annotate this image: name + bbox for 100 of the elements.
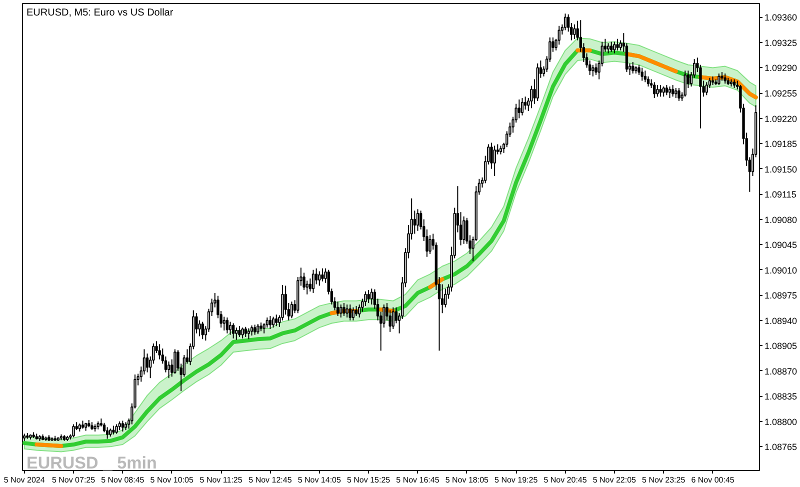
- y-tick-label: 1.09220: [764, 114, 798, 124]
- y-tick-label: 1.09185: [764, 139, 798, 150]
- candlestick: [416, 208, 420, 232]
- candlestick: [653, 82, 656, 99]
- candlestick: [198, 320, 201, 337]
- candlestick: [678, 87, 680, 102]
- candlestick: [671, 84, 674, 98]
- candlestick: [352, 306, 355, 321]
- candlestick: [290, 301, 294, 319]
- candlestick: [354, 305, 358, 317]
- candlestick: [247, 328, 250, 340]
- y-tick-label: 1.09255: [764, 88, 798, 98]
- candlestick: [524, 96, 527, 110]
- candlestick: [462, 216, 466, 244]
- candlestick: [254, 324, 256, 336]
- candlestick: [594, 62, 598, 76]
- candlestick: [659, 84, 662, 98]
- candlestick: [724, 73, 726, 84]
- candlestick: [106, 426, 109, 440]
- y-tick-label: 1.08835: [764, 392, 798, 402]
- candlestick: [592, 64, 594, 77]
- candlestick: [238, 326, 241, 338]
- y-tick-label: 1.08940: [764, 316, 798, 326]
- candlestick: [222, 316, 226, 331]
- x-tick-label: 5 Nov 23:25: [642, 476, 686, 484]
- candlestick: [226, 316, 229, 334]
- candlestick: [268, 316, 272, 330]
- candlestick: [174, 348, 176, 374]
- x-tick-label: 5 Nov 08:45: [101, 476, 145, 484]
- candlestick: [318, 270, 321, 286]
- x-tick-label: 5 Nov 10:05: [150, 476, 194, 484]
- candlestick: [232, 322, 235, 339]
- x-tick-label: 5 Nov 19:25: [494, 476, 538, 484]
- x-tick-label: 5 Nov 16:45: [396, 476, 440, 484]
- candlestick: [632, 61, 634, 74]
- candlestick: [342, 302, 346, 317]
- y-tick-label: 1.09360: [764, 12, 798, 23]
- candlestick: [613, 41, 616, 54]
- y-tick-label: 1.09325: [764, 38, 798, 48]
- candlestick: [275, 314, 278, 327]
- candlestick: [201, 321, 204, 340]
- candlestick: [564, 13, 567, 31]
- y-tick-label: 1.08765: [764, 442, 798, 452]
- x-tick-label: 5 Nov 20:45: [544, 476, 588, 484]
- candlestick: [336, 301, 340, 317]
- candlestick: [115, 424, 118, 434]
- candlestick: [518, 99, 521, 119]
- candlestick: [348, 304, 352, 321]
- candlestick: [314, 268, 318, 285]
- candlestick: [684, 70, 686, 98]
- candlestick: [272, 316, 275, 328]
- y-tick-label: 1.08800: [764, 416, 798, 427]
- candlestick: [158, 344, 161, 360]
- x-tick-label: 5 Nov 22:05: [592, 476, 637, 484]
- x-tick-label: 5 Nov 14:05: [298, 476, 342, 484]
- candlestick: [718, 73, 720, 86]
- x-tick-label: 5 Nov 12:45: [248, 476, 292, 484]
- candlestick: [370, 288, 373, 305]
- candlestick: [413, 210, 416, 234]
- candlestick: [228, 321, 232, 336]
- y-tick-label: 1.09115: [764, 190, 796, 200]
- annotation: EURUSD _ 5min: [26, 454, 157, 472]
- y-tick-label: 1.08905: [764, 341, 798, 352]
- candlestick: [428, 234, 432, 254]
- x-tick-label: 5 Nov 11:25: [200, 476, 243, 484]
- candlestick: [674, 87, 678, 99]
- y-tick-label: 1.09010: [764, 265, 798, 276]
- candlestick: [668, 86, 672, 99]
- candlestick: [610, 41, 613, 52]
- candlestick: [241, 327, 244, 339]
- x-tick-label: 5 Nov 18:05: [445, 476, 490, 484]
- y-tick-label: 1.09045: [764, 240, 798, 250]
- candlestick: [121, 420, 124, 432]
- candlestick: [392, 306, 394, 330]
- y-tick-label: 1.09290: [764, 63, 798, 74]
- x-tick-label: 5 Nov 15:25: [346, 476, 391, 484]
- y-tick-label: 1.08975: [764, 290, 798, 301]
- x-tick-label: 5 Nov 2024: [4, 476, 46, 484]
- candlestick: [662, 86, 665, 98]
- candlestick: [321, 268, 324, 282]
- y-tick-label: 1.08870: [764, 366, 798, 376]
- candlestick: [312, 269, 315, 294]
- candlestick: [640, 67, 644, 82]
- chart-title: EURUSD, M5: Euro vs US Dollar: [26, 8, 174, 18]
- candlestick: [244, 326, 247, 338]
- x-tick-label: 5 Nov 07:25: [52, 476, 96, 484]
- candlestick: [367, 290, 370, 304]
- candlestick: [665, 84, 668, 96]
- candlestick: [493, 145, 496, 177]
- candlestick: [644, 70, 647, 83]
- candlestick: [72, 424, 75, 438]
- candlestick: [167, 361, 170, 379]
- candlestick: [656, 84, 659, 98]
- candlestick: [250, 324, 254, 336]
- x-tick-label: 6 Nov 00:45: [691, 476, 735, 484]
- candlestick: [616, 38, 619, 51]
- candlestick: [340, 304, 342, 318]
- y-tick-label: 1.09150: [764, 164, 798, 174]
- candlestick: [346, 304, 348, 318]
- candlestick: [520, 98, 524, 116]
